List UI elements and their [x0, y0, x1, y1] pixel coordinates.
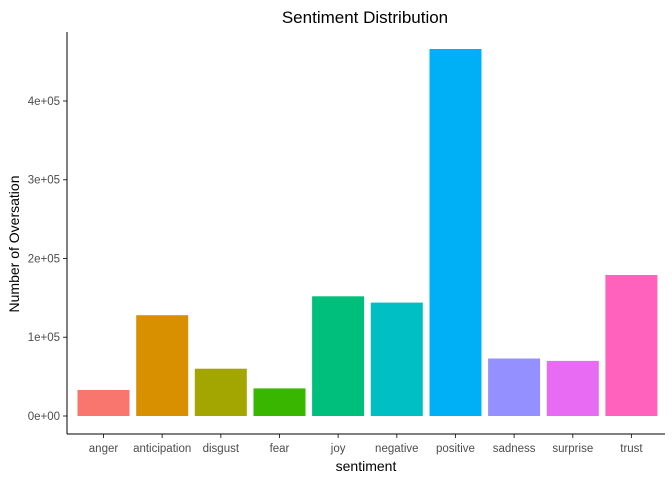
bar-disgust — [194, 368, 247, 416]
bar-sadness — [488, 358, 541, 416]
bar-joy — [312, 296, 365, 416]
x-tick-label: surprise — [552, 443, 593, 455]
y-tick-label: 4e+05 — [28, 96, 60, 108]
x-tick-label: joy — [330, 443, 346, 455]
x-tick-label: anger — [89, 443, 119, 455]
chart-title: Sentiment Distribution — [282, 8, 448, 27]
y-axis-ticks: 0e+00 1e+05 2e+05 3e+05 4e+05 — [28, 96, 67, 423]
y-tick-label: 1e+05 — [28, 332, 60, 344]
x-axis-title: sentiment — [336, 458, 397, 474]
bar-anticipation — [136, 315, 189, 416]
y-tick-label: 2e+05 — [28, 253, 60, 265]
x-tick-label: disgust — [203, 443, 240, 455]
bar-negative — [370, 302, 423, 416]
bar-fear — [253, 388, 306, 416]
y-axis-title: Number of Oversation — [6, 176, 22, 313]
bar-surprise — [546, 360, 599, 416]
x-axis-ticks: anger anticipation disgust fear joy negative p… — [89, 434, 643, 455]
x-tick-label: negative — [375, 443, 418, 455]
bar-positive — [429, 49, 482, 416]
x-tick-label: sadness — [493, 443, 536, 455]
x-tick-label: trust — [620, 443, 643, 455]
x-tick-label: positive — [436, 443, 475, 455]
bars-group — [77, 49, 658, 416]
y-tick-label: 0e+00 — [28, 411, 60, 423]
x-tick-label: fear — [270, 443, 290, 455]
y-tick-label: 3e+05 — [28, 175, 60, 187]
bar-trust — [605, 275, 658, 416]
x-tick-label: anticipation — [133, 443, 191, 455]
bar-anger — [77, 390, 130, 416]
